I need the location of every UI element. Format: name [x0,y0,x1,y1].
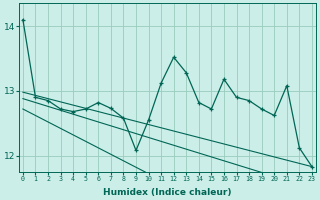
X-axis label: Humidex (Indice chaleur): Humidex (Indice chaleur) [103,188,232,197]
